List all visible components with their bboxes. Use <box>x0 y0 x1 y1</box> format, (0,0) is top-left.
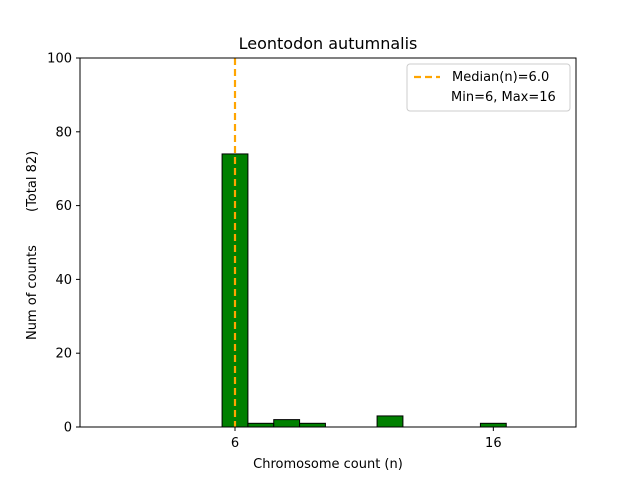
bar-n-16 <box>479 422 507 428</box>
x-tick-label: 6 <box>231 436 239 451</box>
y-axis-label: Num of counts <box>25 245 40 340</box>
y-axis-total-label: (Total 82) <box>25 151 40 212</box>
bars-group <box>221 153 507 428</box>
y-tick-label: 100 <box>47 52 72 67</box>
y-tick-label: 0 <box>64 421 72 436</box>
chart-title: Leontodon autumnalis <box>239 34 418 53</box>
y-tick-label: 20 <box>55 347 72 362</box>
plot-frame <box>79 57 577 428</box>
y-axis-ticks: 0 20 40 60 80 100 <box>47 52 80 436</box>
y-tick-label: 60 <box>55 199 72 214</box>
bar-n-8 <box>273 419 301 428</box>
y-tick-label: 80 <box>55 125 72 140</box>
bar-n-12 <box>376 415 404 428</box>
x-axis-label: Chromosome count (n) <box>253 457 403 472</box>
legend-minmax-label: Min=6, Max=16 <box>451 90 556 105</box>
legend-median-label: Median(n)=6.0 <box>452 70 549 85</box>
x-axis-ticks: 6 16 <box>231 427 502 451</box>
legend: Median(n)=6.0 Min=6, Max=16 <box>406 63 571 112</box>
bar-n-7 <box>247 422 275 428</box>
x-tick-label: 16 <box>485 436 502 451</box>
y-tick-label: 40 <box>55 273 72 288</box>
bar-n-9 <box>299 422 326 428</box>
legend-box <box>406 63 571 112</box>
